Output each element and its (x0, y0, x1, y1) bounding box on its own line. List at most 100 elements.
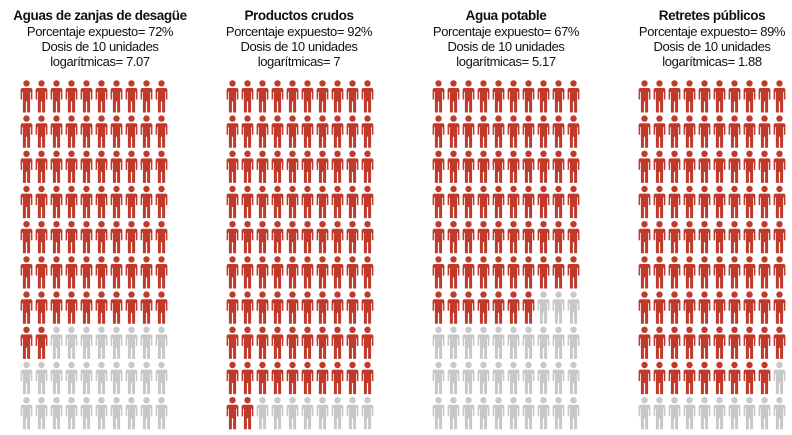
person-icon-exposed (242, 221, 254, 253)
person-icon-unexposed (463, 362, 475, 394)
person-icon-exposed (332, 327, 344, 359)
person-icon-exposed (759, 256, 771, 288)
exposed-percent-label: Porcentaje expuesto= 89% (622, 24, 792, 39)
person-icon-exposed (111, 151, 123, 183)
person-icon-unexposed (714, 397, 726, 429)
person-icon-exposed (227, 186, 239, 218)
panel-agua-potable: Agua potable Porcentaje expuesto= 67% Do… (416, 8, 596, 69)
person-icon-exposed (669, 80, 681, 112)
person-icon-exposed (759, 115, 771, 147)
person-icon-exposed (493, 151, 505, 183)
person-icon-exposed (654, 186, 666, 218)
person-icon-exposed (639, 80, 651, 112)
person-icon-exposed (242, 80, 254, 112)
person-icon-exposed (227, 151, 239, 183)
person-icon-exposed (141, 151, 153, 183)
person-icon-unexposed (463, 327, 475, 359)
person-icon-exposed (639, 362, 651, 394)
person-icon-exposed (463, 80, 475, 112)
person-icon-exposed (21, 291, 33, 323)
person-icon-exposed (156, 256, 168, 288)
person-icon-exposed (96, 151, 108, 183)
person-icon-exposed (302, 327, 314, 359)
person-icon-unexposed (51, 397, 63, 429)
person-icon-exposed (302, 291, 314, 323)
person-icon-unexposed (362, 397, 374, 429)
person-icon-exposed (568, 221, 580, 253)
person-icon-exposed (568, 151, 580, 183)
person-icon-exposed (538, 186, 550, 218)
dose-label: Dosis de 10 unidades (209, 39, 389, 54)
person-icon-unexposed (463, 397, 475, 429)
person-icon-exposed (433, 186, 445, 218)
person-icon-exposed (156, 221, 168, 253)
person-icon-exposed (433, 256, 445, 288)
person-icon-exposed (508, 186, 520, 218)
person-icon-exposed (553, 151, 565, 183)
person-icon-exposed (317, 327, 329, 359)
person-icon-exposed (699, 327, 711, 359)
person-icon-exposed (257, 327, 269, 359)
panel-productos-crudos: Productos crudos Porcentaje expuesto= 92… (209, 8, 389, 69)
person-icon-unexposed (568, 327, 580, 359)
person-icon-exposed (639, 256, 651, 288)
person-icon-exposed (654, 362, 666, 394)
person-icon-unexposed (66, 327, 78, 359)
person-icon-exposed (654, 221, 666, 253)
person-icon-exposed (654, 115, 666, 147)
dose-label: Dosis de 10 unidades (622, 39, 792, 54)
person-icon-exposed (126, 151, 138, 183)
pictogram-grid-aguas-zanjas (20, 80, 170, 435)
person-icon-exposed (759, 186, 771, 218)
person-icon-exposed (744, 80, 756, 112)
person-icon-exposed (156, 151, 168, 183)
person-icon-exposed (639, 186, 651, 218)
person-icon-exposed (639, 115, 651, 147)
person-icon-exposed (111, 186, 123, 218)
person-icon-exposed (347, 291, 359, 323)
person-icon-unexposed (639, 397, 651, 429)
person-icon-exposed (272, 221, 284, 253)
person-icon-exposed (493, 256, 505, 288)
person-icon-exposed (478, 151, 490, 183)
person-icon-unexposed (81, 397, 93, 429)
person-icon-unexposed (508, 362, 520, 394)
person-icon-exposed (669, 327, 681, 359)
person-icon-exposed (272, 186, 284, 218)
panel-retretes-publicos: Retretes públicos Porcentaje expuesto= 8… (622, 8, 792, 69)
person-icon-exposed (744, 327, 756, 359)
person-icon-exposed (699, 151, 711, 183)
person-icon-exposed (774, 115, 786, 147)
person-icon-exposed (433, 80, 445, 112)
person-icon-exposed (729, 115, 741, 147)
person-icon-exposed (287, 115, 299, 147)
person-icon-exposed (81, 151, 93, 183)
person-icon-exposed (714, 362, 726, 394)
person-icon-exposed (96, 256, 108, 288)
person-icon-exposed (714, 291, 726, 323)
person-icon-exposed (463, 151, 475, 183)
person-icon-exposed (774, 327, 786, 359)
panel-title: Productos crudos (209, 8, 389, 24)
person-icon-exposed (302, 151, 314, 183)
person-icon-exposed (66, 186, 78, 218)
person-icon-exposed (478, 186, 490, 218)
person-icon-exposed (66, 221, 78, 253)
person-icon-exposed (51, 221, 63, 253)
person-icon-exposed (317, 115, 329, 147)
person-icon-exposed (227, 80, 239, 112)
person-icon-unexposed (141, 397, 153, 429)
person-icon-unexposed (126, 397, 138, 429)
person-icon-unexposed (126, 327, 138, 359)
person-icon-exposed (639, 291, 651, 323)
person-icon-exposed (774, 221, 786, 253)
person-icon-exposed (523, 291, 535, 323)
person-icon-unexposed (523, 327, 535, 359)
person-icon-unexposed (156, 397, 168, 429)
person-icon-exposed (287, 80, 299, 112)
person-icon-exposed (729, 256, 741, 288)
person-icon-exposed (508, 151, 520, 183)
person-icon-exposed (362, 221, 374, 253)
person-icon-exposed (111, 80, 123, 112)
dose-label: Dosis de 10 unidades (10, 39, 190, 54)
